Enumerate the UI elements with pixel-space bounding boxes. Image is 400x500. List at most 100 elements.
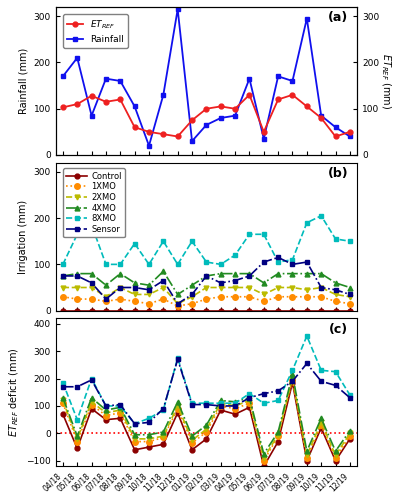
2XMO bbox=[175, 300, 180, 306]
$ET_{REF}$ bbox=[319, 115, 324, 121]
Control bbox=[190, 308, 194, 314]
8XMO bbox=[60, 262, 65, 268]
Sensor bbox=[290, 262, 295, 268]
1XMO bbox=[175, 303, 180, 309]
Control bbox=[247, 308, 252, 314]
Sensor bbox=[233, 278, 238, 283]
8XMO bbox=[333, 236, 338, 242]
Control bbox=[146, 308, 151, 314]
8XMO bbox=[89, 222, 94, 228]
4XMO bbox=[233, 270, 238, 276]
Control bbox=[218, 308, 223, 314]
8XMO bbox=[175, 262, 180, 268]
2XMO bbox=[247, 284, 252, 290]
4XMO bbox=[75, 270, 80, 276]
Rainfall bbox=[218, 115, 223, 121]
Rainfall bbox=[75, 55, 80, 61]
2XMO bbox=[276, 284, 280, 290]
Control bbox=[89, 308, 94, 314]
$ET_{REF}$ bbox=[75, 101, 80, 107]
8XMO bbox=[104, 262, 108, 268]
Rainfall bbox=[204, 122, 209, 128]
2XMO bbox=[304, 287, 309, 293]
Sensor bbox=[161, 278, 166, 283]
Rainfall bbox=[104, 76, 108, 82]
2XMO bbox=[218, 284, 223, 290]
$ET_{REF}$ bbox=[348, 129, 352, 135]
2XMO bbox=[319, 284, 324, 290]
1XMO bbox=[104, 298, 108, 304]
Rainfall bbox=[333, 124, 338, 130]
Legend: Control, 1XMO, 2XMO, 4XMO, 8XMO, Sensor: Control, 1XMO, 2XMO, 4XMO, 8XMO, Sensor bbox=[63, 168, 125, 237]
$ET_{REF}$ bbox=[276, 96, 280, 102]
Sensor bbox=[261, 259, 266, 265]
4XMO bbox=[319, 270, 324, 276]
Control bbox=[118, 308, 123, 314]
1XMO bbox=[348, 300, 352, 306]
1XMO bbox=[132, 298, 137, 304]
4XMO bbox=[60, 273, 65, 279]
Rainfall bbox=[60, 74, 65, 80]
1XMO bbox=[261, 298, 266, 304]
2XMO bbox=[348, 294, 352, 300]
$ET_{REF}$ bbox=[118, 96, 123, 102]
4XMO bbox=[218, 270, 223, 276]
$ET_{REF}$ bbox=[89, 93, 94, 99]
Sensor bbox=[132, 284, 137, 290]
2XMO bbox=[261, 292, 266, 298]
$ET_{REF}$ bbox=[304, 104, 309, 110]
8XMO bbox=[290, 256, 295, 262]
8XMO bbox=[218, 262, 223, 268]
1XMO bbox=[304, 294, 309, 300]
4XMO bbox=[190, 282, 194, 288]
Rainfall bbox=[89, 112, 94, 118]
2XMO bbox=[75, 284, 80, 290]
Sensor bbox=[190, 292, 194, 298]
Y-axis label: $ET_{REF}$ deficit (mm): $ET_{REF}$ deficit (mm) bbox=[7, 348, 20, 437]
Line: Sensor: Sensor bbox=[60, 255, 352, 306]
2XMO bbox=[204, 284, 209, 290]
1XMO bbox=[290, 294, 295, 300]
4XMO bbox=[348, 284, 352, 290]
Line: Rainfall: Rainfall bbox=[60, 7, 352, 148]
4XMO bbox=[89, 270, 94, 276]
Text: (c): (c) bbox=[329, 322, 348, 336]
Sensor bbox=[146, 287, 151, 293]
1XMO bbox=[161, 296, 166, 302]
4XMO bbox=[304, 270, 309, 276]
Control bbox=[104, 308, 108, 314]
$ET_{REF}$ bbox=[333, 134, 338, 140]
1XMO bbox=[218, 294, 223, 300]
Sensor bbox=[304, 259, 309, 265]
8XMO bbox=[247, 232, 252, 237]
8XMO bbox=[75, 232, 80, 237]
Control bbox=[319, 308, 324, 314]
1XMO bbox=[204, 296, 209, 302]
Rainfall bbox=[276, 74, 280, 80]
4XMO bbox=[276, 270, 280, 276]
Control bbox=[175, 308, 180, 314]
Sensor bbox=[247, 273, 252, 279]
8XMO bbox=[190, 238, 194, 244]
2XMO bbox=[60, 284, 65, 290]
2XMO bbox=[290, 284, 295, 290]
4XMO bbox=[204, 273, 209, 279]
2XMO bbox=[161, 284, 166, 290]
Control bbox=[132, 308, 137, 314]
2XMO bbox=[104, 294, 108, 300]
1XMO bbox=[233, 294, 238, 300]
Line: 8XMO: 8XMO bbox=[60, 214, 352, 267]
8XMO bbox=[319, 213, 324, 219]
2XMO bbox=[233, 284, 238, 290]
1XMO bbox=[75, 296, 80, 302]
Rainfall bbox=[161, 92, 166, 98]
2XMO bbox=[89, 284, 94, 290]
Y-axis label: Rainfall (mm): Rainfall (mm) bbox=[18, 48, 28, 114]
4XMO bbox=[261, 280, 266, 286]
Rainfall bbox=[233, 112, 238, 118]
1XMO bbox=[319, 294, 324, 300]
2XMO bbox=[190, 294, 194, 300]
Sensor bbox=[175, 300, 180, 306]
Sensor bbox=[204, 273, 209, 279]
Line: 4XMO: 4XMO bbox=[60, 269, 352, 297]
